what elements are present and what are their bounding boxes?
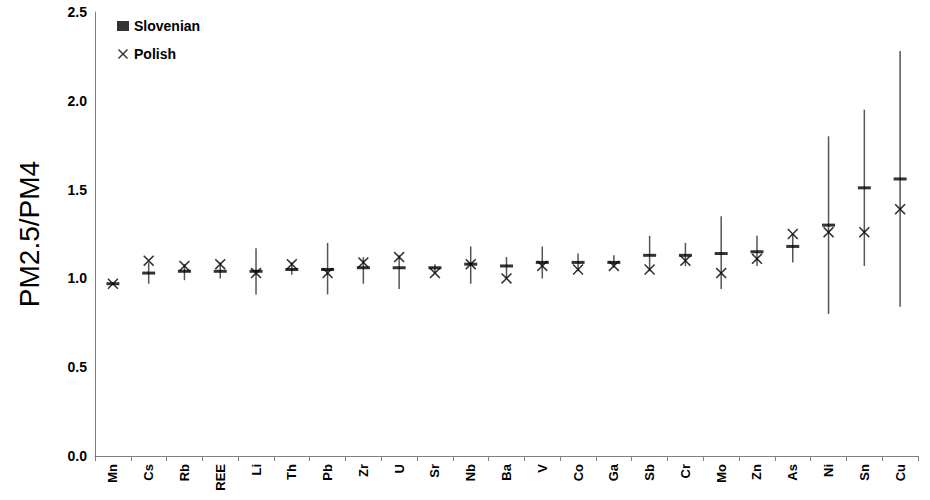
svg-text:Pb: Pb <box>320 464 335 481</box>
svg-text:V: V <box>535 464 550 473</box>
svg-text:Ni: Ni <box>821 464 836 477</box>
svg-text:Sb: Sb <box>642 464 657 481</box>
svg-text:As: As <box>785 464 800 481</box>
svg-text:Zr: Zr <box>356 464 371 477</box>
svg-text:Sr: Sr <box>427 464 442 478</box>
svg-text:0.5: 0.5 <box>68 359 88 375</box>
svg-text:Ga: Ga <box>606 463 621 481</box>
svg-text:Co: Co <box>571 464 586 481</box>
svg-text:Polish: Polish <box>134 46 176 62</box>
svg-text:Ba: Ba <box>499 463 514 480</box>
svg-text:Zn: Zn <box>749 464 764 480</box>
svg-text:Sn: Sn <box>857 464 872 481</box>
svg-text:Cu: Cu <box>893 464 908 481</box>
svg-text:1.5: 1.5 <box>68 182 88 198</box>
svg-text:Slovenian: Slovenian <box>134 18 200 34</box>
svg-text:2.0: 2.0 <box>68 93 88 109</box>
svg-text:Cr: Cr <box>678 464 693 478</box>
svg-text:PM2.5/PM4: PM2.5/PM4 <box>14 161 45 307</box>
svg-text:Nb: Nb <box>463 464 478 481</box>
svg-text:0.0: 0.0 <box>68 448 88 464</box>
svg-text:REE: REE <box>213 464 228 491</box>
svg-text:Th: Th <box>284 464 299 480</box>
svg-text:Cs: Cs <box>141 464 156 481</box>
svg-text:Mn: Mn <box>105 464 120 483</box>
svg-text:Li: Li <box>249 464 264 476</box>
svg-text:Mo: Mo <box>714 464 729 483</box>
svg-text:U: U <box>392 464 407 473</box>
svg-text:Rb: Rb <box>177 464 192 481</box>
svg-text:1.0: 1.0 <box>68 270 88 286</box>
svg-text:2.5: 2.5 <box>68 4 88 20</box>
